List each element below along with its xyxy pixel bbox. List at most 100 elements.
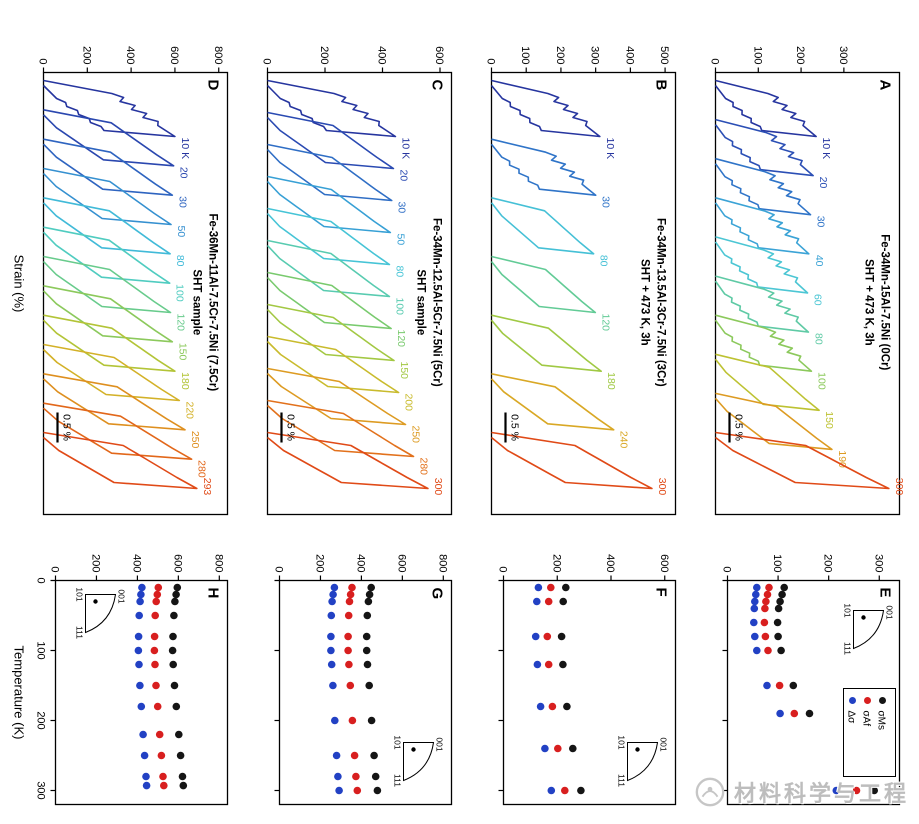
y-tick-label: 400 [354,554,366,572]
y-tick-label: 600 [433,46,445,64]
dot-σMs-190K [805,709,813,717]
dot-σAf-300K [353,786,361,794]
dot-σAf-100K [150,646,158,654]
dot-σAf-100K [763,646,772,654]
dot-σMs-60K [773,618,781,626]
triangle-corner-101: 101 [74,587,84,601]
triangle-corner-101: 101 [392,735,402,749]
triangle-corner-111: 111 [616,774,626,787]
dot-σMs-20K [365,590,373,598]
dot-σAf-50K [150,611,159,619]
dot-Δσ-150K [328,681,337,689]
curve-temp-label: 10 K [820,137,832,159]
curve-temp-label: 100 [173,284,185,302]
dot-σAf-120K [544,660,552,668]
loop-300K [490,431,653,489]
dot-σMs-100K [362,646,370,654]
alloy-name: Fe-34Mn-12.5Al-5Cr-7.5Ni (5Cr) [430,217,442,386]
dot-σAf-40K [760,604,769,612]
panel-G-chart: 0 200 400 600 800 G 001 101 111 [272,554,452,805]
x-tick-label: 0 [34,577,46,583]
curve-temp-label: 300 [431,477,443,495]
orientation-dot [92,598,98,604]
y-tick-label: 600 [657,554,669,572]
loop-80K [490,196,594,255]
curve-temp-label: 250 [409,425,421,443]
loop-80K [42,196,171,255]
curve-temp-label: 30 [395,201,407,213]
dot-Δσ-30K [532,597,541,605]
y-tick-label: 100 [771,554,783,572]
loop-180K [42,313,176,372]
dot-σMs-40K [774,604,782,612]
loop-220K [42,343,180,401]
plot-frame [714,71,900,515]
loop-280K [266,399,414,457]
dot-σAf-50K [344,611,352,619]
watermark-text: 材料科学与工程 [733,781,909,806]
orientation-triangle-inset: 001 101 111 [616,735,668,787]
dot-σAf-180K [153,702,161,710]
dot-σAf-20K [153,590,161,598]
dot-Δσ-10K [534,583,542,591]
dot-σAf-10K [347,583,356,591]
y-tick-label: 0 [708,58,720,64]
dot-σMs-180K [171,702,180,710]
dot-σMs-293K [178,781,187,789]
dot-σAf-30K [151,597,160,605]
y-tick-label: 200 [318,46,330,64]
curve-temp-label: 120 [599,313,611,331]
scalebar-label: 0.5 % [508,414,520,441]
dot-σMs-300K [869,786,878,794]
curve-temp-label: 300 [892,477,904,495]
triangle-corner-101: 101 [616,735,626,749]
y-tick-label: 800 [212,554,224,572]
y-tick-label: 0 [260,58,272,64]
dot-σMs-280K [371,772,379,780]
y-tick-label: 300 [588,46,600,64]
curve-temp-label: 50 [394,233,406,245]
dot-σMs-200K [367,716,375,724]
curve-temp-label: 40 [812,254,824,266]
loop-20K [42,108,174,167]
scalebar-label: 0.5 % [60,414,72,441]
loop-150K [714,353,820,411]
curve-temp-label: 80 [174,254,186,266]
loop-50K [266,175,391,233]
curve-temp-label: 10 K [603,137,615,159]
dot-Δσ-50K [134,611,143,619]
legend-box [842,687,896,777]
dot-σMs-300K [576,786,585,794]
plot-frame [278,579,452,805]
curve-temp-label: 20 [397,169,409,181]
loop-10K [714,79,817,137]
legend-label-Δσ: Δσ [845,710,856,724]
dot-Δσ-40K [750,604,758,612]
dot-σAf-300K [852,786,860,794]
dot-σMs-80K [557,632,565,640]
y-tick-label: 100 [519,46,531,64]
triangle-corner-001: 001 [116,589,126,603]
curve-temp-label: 60 [811,293,823,305]
panel-letter: H [204,587,221,598]
triangle-corner-111: 111 [74,626,84,639]
plot-frame [266,71,452,515]
dot-σMs-10K [366,583,375,591]
curve-temp-label: 293 [200,477,212,495]
dot-Δσ-240K [540,744,549,752]
y-tick-label: 0 [272,566,284,572]
curve-temp-label: 10 K [399,137,411,159]
dot-σMs-30K [775,597,784,605]
panel-H-chart: 0 200 400 600 800 H 0 100 200 300 001 101 111 [34,554,228,805]
dot-σAf-20K [346,590,354,598]
orientation-dot [410,746,416,752]
y-tick-label: 200 [821,554,833,572]
dot-Δσ-20K [136,590,145,598]
y-tick-label: 600 [171,554,183,572]
y-tick-label: 0 [720,566,732,572]
loop-150K [42,284,173,343]
strain-axis-title: Strain (%) [11,254,26,312]
dot-Δσ-293K [142,781,150,789]
curve-temp-label: 200 [402,393,414,411]
